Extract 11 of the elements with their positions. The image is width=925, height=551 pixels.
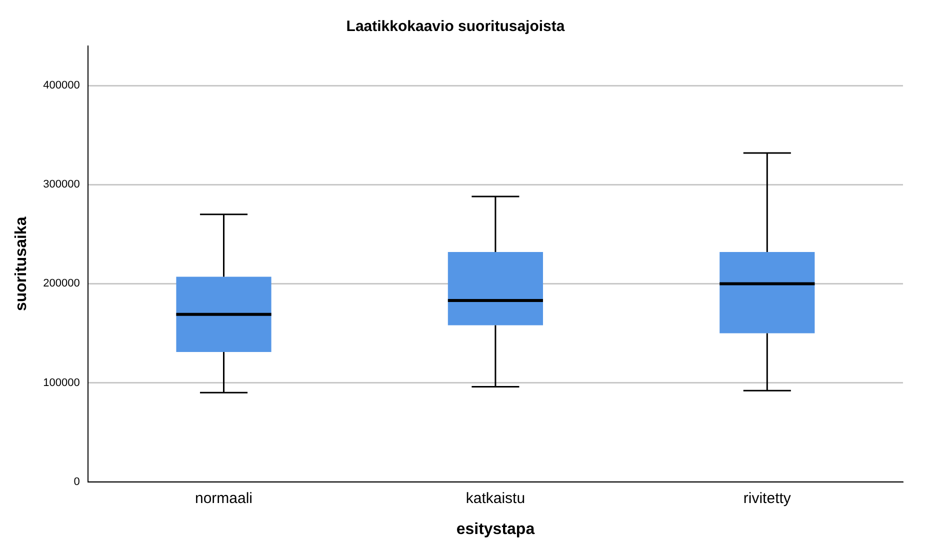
x-tick-label: normaali — [194, 490, 253, 507]
y-tick-label: 300000 — [43, 178, 80, 191]
x-tick-label: katkaistu — [466, 490, 526, 507]
y-tick-label: 100000 — [43, 376, 80, 389]
y-axis-title: suoritusaika — [13, 216, 30, 312]
y-tick-label: 400000 — [43, 80, 80, 92]
y-tick-label: 0 — [74, 476, 80, 488]
x-tick-label: rivitetty — [743, 490, 792, 507]
x-axis-title: esitystapa — [456, 520, 535, 538]
y-tick-label: 200000 — [43, 278, 80, 290]
chart-title: Laatikkokaavio suoritusajoista — [346, 18, 566, 36]
